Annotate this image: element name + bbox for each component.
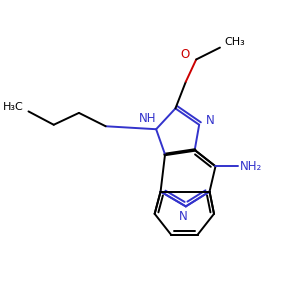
Text: NH: NH — [139, 112, 156, 125]
Text: O: O — [180, 48, 190, 61]
Text: NH₂: NH₂ — [240, 160, 262, 173]
Text: N: N — [206, 114, 215, 127]
Text: H₃C: H₃C — [3, 102, 24, 112]
Text: N: N — [178, 210, 187, 223]
Text: CH₃: CH₃ — [224, 37, 245, 47]
